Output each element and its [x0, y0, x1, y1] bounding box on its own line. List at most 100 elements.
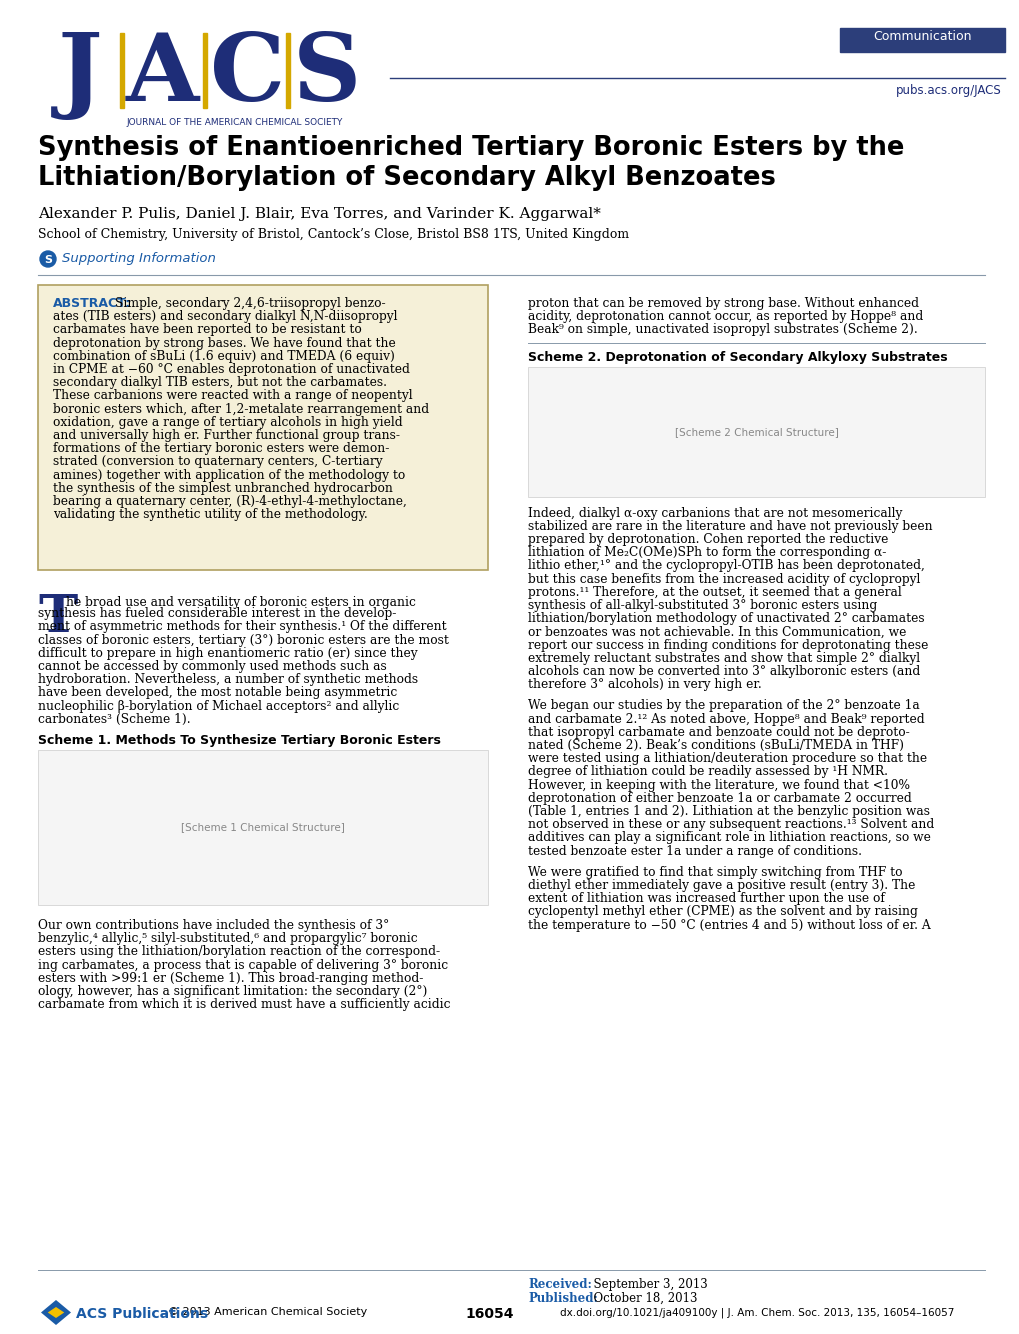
Text: not observed in these or any subsequent reactions.¹³ Solvent and: not observed in these or any subsequent …: [528, 818, 933, 831]
Text: or benzoates was not achievable. In this Communication, we: or benzoates was not achievable. In this…: [528, 626, 906, 639]
Text: S: S: [44, 255, 52, 265]
Text: © 2013 American Chemical Society: © 2013 American Chemical Society: [168, 1307, 367, 1317]
Text: ates (TIB esters) and secondary dialkyl N,N-diisopropyl: ates (TIB esters) and secondary dialkyl …: [53, 311, 397, 323]
Text: 16054: 16054: [466, 1307, 514, 1321]
Text: classes of boronic esters, tertiary (3°) boronic esters are the most: classes of boronic esters, tertiary (3°)…: [38, 634, 448, 647]
Text: combination of sBuLi (1.6 equiv) and TMEDA (6 equiv): combination of sBuLi (1.6 equiv) and TME…: [53, 350, 394, 363]
Text: ment of asymmetric methods for their synthesis.¹ Of the different: ment of asymmetric methods for their syn…: [38, 620, 446, 634]
Text: have been developed, the most notable being asymmetric: have been developed, the most notable be…: [38, 687, 396, 699]
Bar: [285, 33, 289, 108]
FancyBboxPatch shape: [38, 750, 487, 904]
Text: report our success in finding conditions for deprotonating these: report our success in finding conditions…: [528, 639, 927, 651]
Text: Supporting Information: Supporting Information: [62, 252, 216, 265]
Text: JOURNAL OF THE AMERICAN CHEMICAL SOCIETY: JOURNAL OF THE AMERICAN CHEMICAL SOCIETY: [126, 117, 342, 127]
Text: ABSTRACT:: ABSTRACT:: [53, 297, 131, 309]
Text: boronic esters which, after 1,2-metalate rearrangement and: boronic esters which, after 1,2-metalate…: [53, 403, 429, 416]
Text: Indeed, dialkyl α-oxy carbanions that are not mesomerically: Indeed, dialkyl α-oxy carbanions that ar…: [528, 507, 902, 520]
Text: proton that can be removed by strong base. Without enhanced: proton that can be removed by strong bas…: [528, 297, 918, 309]
Text: Synthesis of Enantioenriched Tertiary Boronic Esters by the: Synthesis of Enantioenriched Tertiary Bo…: [38, 135, 904, 161]
Text: oxidation, gave a range of tertiary alcohols in high yield: oxidation, gave a range of tertiary alco…: [53, 416, 403, 428]
Text: protons.¹¹ Therefore, at the outset, it seemed that a general: protons.¹¹ Therefore, at the outset, it …: [528, 586, 901, 599]
Text: ing carbamates, a process that is capable of delivering 3° boronic: ing carbamates, a process that is capabl…: [38, 959, 447, 971]
Text: difficult to prepare in high enantiomeric ratio (er) since they: difficult to prepare in high enantiomeri…: [38, 647, 417, 660]
Text: Scheme 2. Deprotonation of Secondary Alkyloxy Substrates: Scheme 2. Deprotonation of Secondary Alk…: [528, 351, 947, 364]
Text: synthesis has fueled considerable interest in the develop-: synthesis has fueled considerable intere…: [38, 607, 396, 620]
FancyBboxPatch shape: [528, 367, 984, 496]
Text: cyclopentyl methyl ether (CPME) as the solvent and by raising: cyclopentyl methyl ether (CPME) as the s…: [528, 906, 917, 918]
Text: and carbamate 2.¹² As noted above, Hoppe⁸ and Beak⁹ reported: and carbamate 2.¹² As noted above, Hoppe…: [528, 712, 923, 726]
Text: benzylic,⁴ allylic,⁵ silyl-substituted,⁶ and propargylic⁷ boronic: benzylic,⁴ allylic,⁵ silyl-substituted,⁶…: [38, 932, 417, 946]
Text: secondary dialkyl TIB esters, but not the carbamates.: secondary dialkyl TIB esters, but not th…: [53, 376, 386, 390]
Text: bearing a quaternary center, (R)-4-ethyl-4-methyloctane,: bearing a quaternary center, (R)-4-ethyl…: [53, 495, 407, 508]
Text: S: S: [292, 29, 361, 120]
Text: alcohols can now be converted into 3° alkylboronic esters (and: alcohols can now be converted into 3° al…: [528, 666, 919, 678]
Text: esters with >99:1 er (Scheme 1). This broad-ranging method-: esters with >99:1 er (Scheme 1). This br…: [38, 971, 423, 984]
Text: Beak⁹ on simple, unactivated isopropyl substrates (Scheme 2).: Beak⁹ on simple, unactivated isopropyl s…: [528, 323, 917, 336]
Polygon shape: [48, 1307, 64, 1318]
Text: Lithiation/Borylation of Secondary Alkyl Benzoates: Lithiation/Borylation of Secondary Alkyl…: [38, 165, 775, 191]
Text: J: J: [58, 29, 103, 120]
Text: A: A: [126, 29, 199, 120]
Text: the synthesis of the simplest unbranched hydrocarbon: the synthesis of the simplest unbranched…: [53, 482, 392, 495]
Text: Received:: Received:: [528, 1278, 591, 1291]
Text: lithio ether,¹° and the cyclopropyl-OTIB has been deprotonated,: lithio ether,¹° and the cyclopropyl-OTIB…: [528, 559, 924, 572]
Text: were tested using a lithiation/deuteration procedure so that the: were tested using a lithiation/deuterati…: [528, 752, 926, 766]
Text: carbonates³ (Scheme 1).: carbonates³ (Scheme 1).: [38, 712, 191, 726]
Text: [Scheme 1 Chemical Structure]: [Scheme 1 Chemical Structure]: [181, 823, 344, 832]
Text: deprotonation by strong bases. We have found that the: deprotonation by strong bases. We have f…: [53, 336, 395, 350]
Text: Published:: Published:: [528, 1293, 597, 1305]
Bar: [203, 33, 207, 108]
Text: deprotonation of either benzoate 1a or carbamate 2 occurred: deprotonation of either benzoate 1a or c…: [528, 792, 911, 804]
Text: Scheme 1. Methods To Synthesize Tertiary Boronic Esters: Scheme 1. Methods To Synthesize Tertiary…: [38, 734, 440, 747]
Text: therefore 3° alcohols) in very high er.: therefore 3° alcohols) in very high er.: [528, 678, 761, 691]
Text: in CPME at −60 °C enables deprotonation of unactivated: in CPME at −60 °C enables deprotonation …: [53, 363, 410, 376]
Text: (Table 1, entries 1 and 2). Lithiation at the benzylic position was: (Table 1, entries 1 and 2). Lithiation a…: [528, 804, 929, 818]
Text: These carbanions were reacted with a range of neopentyl: These carbanions were reacted with a ran…: [53, 390, 413, 403]
Text: stabilized are rare in the literature and have not previously been: stabilized are rare in the literature an…: [528, 520, 931, 532]
Text: We were gratified to find that simply switching from THF to: We were gratified to find that simply sw…: [528, 866, 902, 879]
Text: hydroboration. Nevertheless, a number of synthetic methods: hydroboration. Nevertheless, a number of…: [38, 674, 418, 686]
Text: carbamates have been reported to be resistant to: carbamates have been reported to be resi…: [53, 323, 362, 336]
Bar: [120, 33, 124, 108]
Text: and universally high er. Further functional group trans-: and universally high er. Further functio…: [53, 430, 399, 442]
Bar: [840, 28, 1004, 52]
Text: We began our studies by the preparation of the 2° benzoate 1a: We began our studies by the preparation …: [528, 699, 919, 712]
Text: formations of the tertiary boronic esters were demon-: formations of the tertiary boronic ester…: [53, 442, 389, 455]
Text: prepared by deprotonation. Cohen reported the reductive: prepared by deprotonation. Cohen reporte…: [528, 534, 888, 546]
Text: lithiation of Me₂C(OMe)SPh to form the corresponding α-: lithiation of Me₂C(OMe)SPh to form the c…: [528, 546, 886, 559]
Text: dx.doi.org/10.1021/ja409100y | J. Am. Chem. Soc. 2013, 135, 16054–16057: dx.doi.org/10.1021/ja409100y | J. Am. Ch…: [559, 1307, 954, 1318]
Text: validating the synthetic utility of the methodology.: validating the synthetic utility of the …: [53, 508, 368, 522]
Text: School of Chemistry, University of Bristol, Cantock’s Close, Bristol BS8 1TS, Un: School of Chemistry, University of Brist…: [38, 228, 629, 241]
Text: lithiation/borylation methodology of unactivated 2° carbamates: lithiation/borylation methodology of una…: [528, 612, 923, 626]
Text: that isopropyl carbamate and benzoate could not be deproto-: that isopropyl carbamate and benzoate co…: [528, 726, 909, 739]
Text: nated (Scheme 2). Beak’s conditions (sBuLi/TMEDA in THF): nated (Scheme 2). Beak’s conditions (sBu…: [528, 739, 903, 752]
Text: Alexander P. Pulis, Daniel J. Blair, Eva Torres, and Varinder K. Aggarwal*: Alexander P. Pulis, Daniel J. Blair, Eva…: [38, 207, 600, 221]
Text: the temperature to −50 °C (entries 4 and 5) without loss of er. A: the temperature to −50 °C (entries 4 and…: [528, 919, 930, 931]
Text: degree of lithiation could be readily assessed by ¹H NMR.: degree of lithiation could be readily as…: [528, 766, 888, 779]
Text: October 18, 2013: October 18, 2013: [586, 1293, 697, 1305]
Text: Simple, secondary 2,4,6-triisopropyl benzo-: Simple, secondary 2,4,6-triisopropyl ben…: [115, 297, 385, 309]
Text: extremely reluctant substrates and show that simple 2° dialkyl: extremely reluctant substrates and show …: [528, 652, 919, 664]
Text: tested benzoate ester 1a under a range of conditions.: tested benzoate ester 1a under a range o…: [528, 844, 861, 858]
Text: September 3, 2013: September 3, 2013: [586, 1278, 707, 1291]
Text: Communication: Communication: [872, 29, 971, 43]
Text: Our own contributions have included the synthesis of 3°: Our own contributions have included the …: [38, 919, 389, 932]
Text: acidity, deprotonation cannot occur, as reported by Hoppe⁸ and: acidity, deprotonation cannot occur, as …: [528, 311, 922, 323]
Text: esters using the lithiation/borylation reaction of the correspond-: esters using the lithiation/borylation r…: [38, 946, 439, 958]
Text: nucleophilic β-borylation of Michael acceptors² and allylic: nucleophilic β-borylation of Michael acc…: [38, 699, 398, 712]
Text: extent of lithiation was increased further upon the use of: extent of lithiation was increased furth…: [528, 892, 884, 906]
Text: cannot be accessed by commonly used methods such as: cannot be accessed by commonly used meth…: [38, 660, 386, 672]
Text: T: T: [38, 592, 77, 643]
Text: diethyl ether immediately gave a positive result (entry 3). The: diethyl ether immediately gave a positiv…: [528, 879, 914, 892]
Text: C: C: [210, 29, 285, 120]
Circle shape: [40, 251, 56, 267]
Text: However, in keeping with the literature, we found that <10%: However, in keeping with the literature,…: [528, 779, 909, 791]
Text: strated (conversion to quaternary centers, C-tertiary: strated (conversion to quaternary center…: [53, 455, 382, 468]
Polygon shape: [41, 1301, 71, 1325]
Text: carbamate from which it is derived must have a sufficiently acidic: carbamate from which it is derived must …: [38, 998, 450, 1011]
Text: additives can play a significant role in lithiation reactions, so we: additives can play a significant role in…: [528, 831, 930, 844]
Text: synthesis of all-alkyl-substituted 3° boronic esters using: synthesis of all-alkyl-substituted 3° bo…: [528, 599, 876, 612]
Text: ACS Publications: ACS Publications: [76, 1307, 208, 1321]
Text: pubs.acs.org/JACS: pubs.acs.org/JACS: [896, 84, 1001, 97]
Text: [Scheme 2 Chemical Structure]: [Scheme 2 Chemical Structure]: [674, 427, 838, 436]
